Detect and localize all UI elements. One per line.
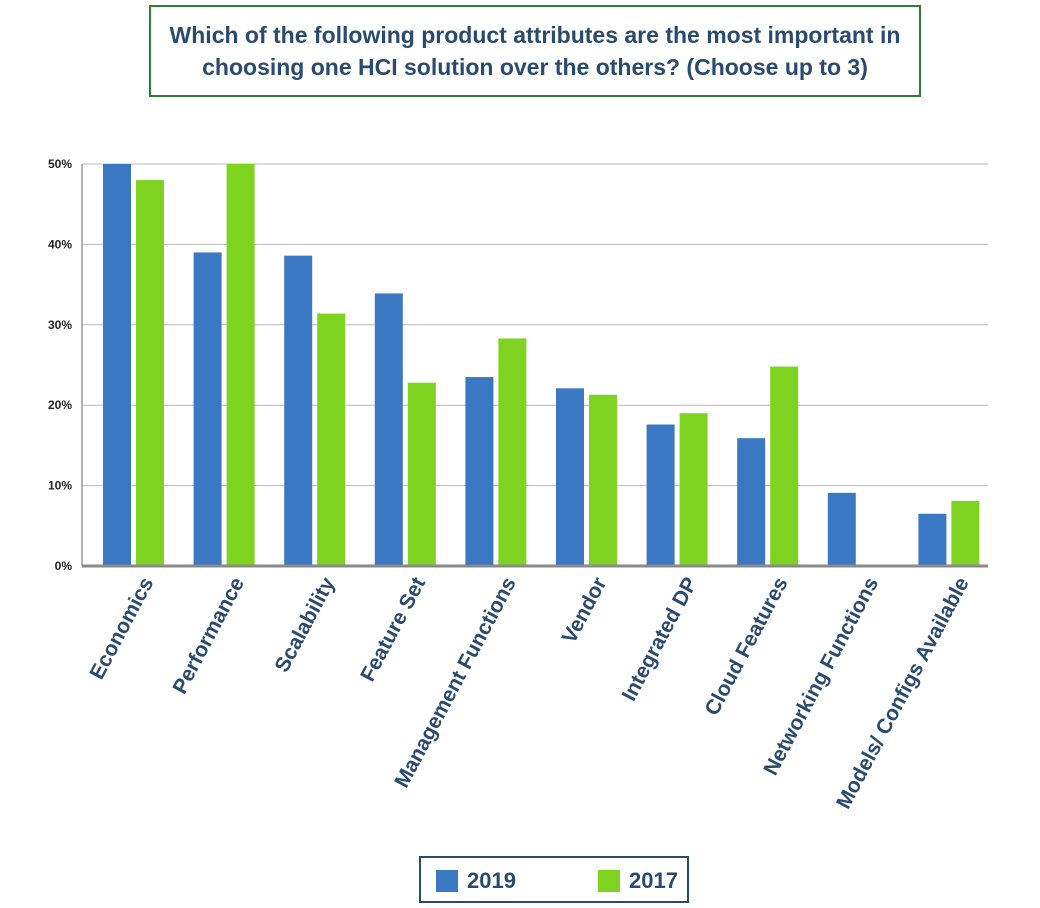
y-tick-label: 50% xyxy=(48,157,72,171)
bar-2017 xyxy=(226,164,255,566)
x-tick-label: Vendor xyxy=(558,574,612,648)
x-tick-label: Cloud Features xyxy=(701,574,793,720)
bar-2019 xyxy=(465,377,494,566)
bar-2019 xyxy=(556,388,584,566)
bar-2019 xyxy=(737,438,766,566)
x-tick-label: Integrated DP xyxy=(618,574,702,705)
bar-2017 xyxy=(498,338,527,566)
y-tick-label: 30% xyxy=(48,318,72,332)
bar-2017 xyxy=(589,394,617,566)
bar-2017 xyxy=(951,500,980,566)
legend-swatch-2019 xyxy=(436,870,458,892)
bar-2017 xyxy=(136,180,164,566)
bar-2019 xyxy=(646,424,675,566)
x-tick-label: Economics xyxy=(86,574,159,684)
bar-2017 xyxy=(679,413,708,566)
legend: 2019 2017 xyxy=(419,856,689,903)
x-tick-label: Scalability xyxy=(271,573,340,676)
legend-label-2017: 2017 xyxy=(629,868,678,893)
chart-title: Which of the following product attribute… xyxy=(169,22,901,80)
bar-2019 xyxy=(918,513,947,566)
bar-2019 xyxy=(103,164,131,566)
y-tick-label: 10% xyxy=(48,479,72,493)
bar-2019 xyxy=(374,293,403,566)
bar-2019 xyxy=(193,252,222,566)
y-tick-label: 0% xyxy=(55,559,73,573)
bar-2017 xyxy=(770,366,799,566)
y-tick-label: 20% xyxy=(48,398,72,412)
legend-swatch-2017 xyxy=(598,870,620,892)
legend-label-2019: 2019 xyxy=(467,868,516,893)
bar-2017 xyxy=(317,313,346,566)
bar-2019 xyxy=(284,255,313,566)
y-tick-label: 40% xyxy=(48,237,72,251)
chart-title-box: Which of the following product attribute… xyxy=(149,5,921,97)
x-tick-label: Feature Set xyxy=(356,574,430,686)
bar-2019 xyxy=(827,492,856,566)
x-tick-label: Performance xyxy=(168,574,249,698)
bar-2017 xyxy=(407,382,436,566)
